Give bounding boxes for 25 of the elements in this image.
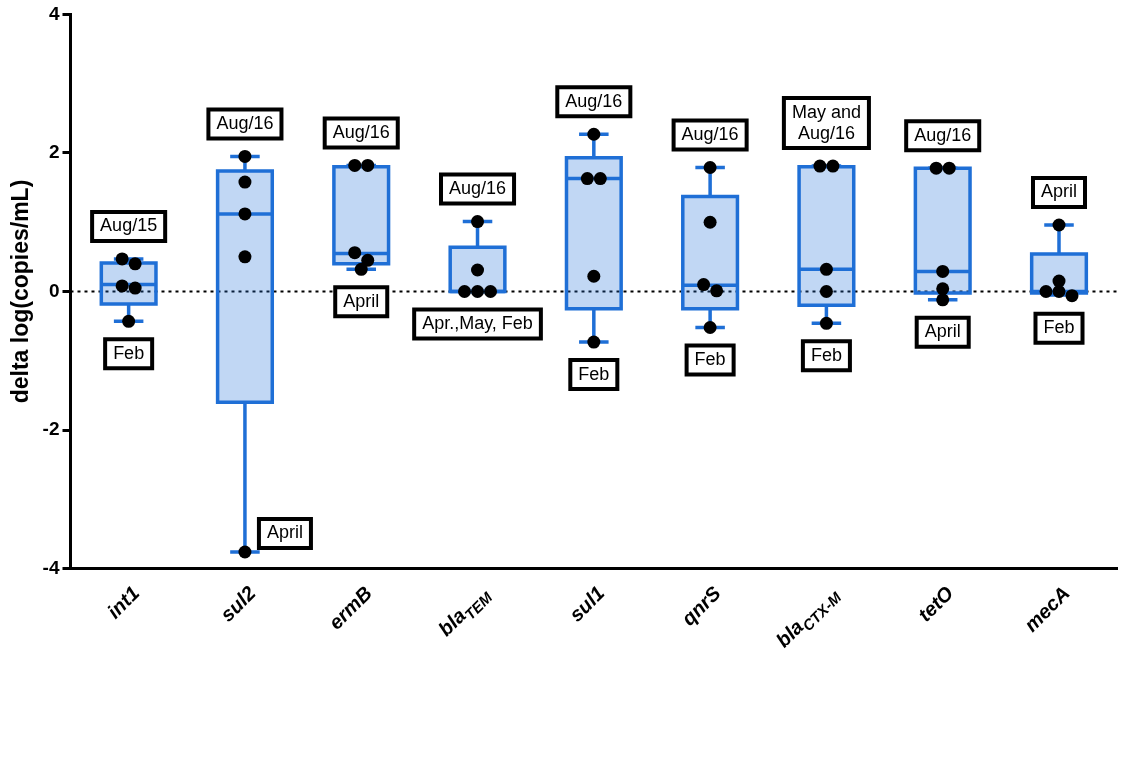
annotation: Aug/16 xyxy=(448,178,507,198)
annotation: Aug/16 xyxy=(216,112,274,133)
annotation: Feb xyxy=(578,363,610,384)
annotation: Feb xyxy=(1043,317,1075,338)
annotation: May and Aug/16 xyxy=(791,101,861,143)
y-axis-title: delta log(copies/mL) xyxy=(7,179,34,404)
annotation: Feb xyxy=(113,342,145,363)
annotation: Aug/15 xyxy=(100,215,158,236)
x-tick-label: int1 xyxy=(102,581,144,623)
annotation: Apr.,May, Feb xyxy=(422,312,533,333)
y-tick-label: 2 xyxy=(48,141,60,163)
annotation: Aug/16 xyxy=(914,124,972,145)
annotation: April xyxy=(1040,181,1078,202)
annotation: Feb xyxy=(810,344,842,365)
annotation: April xyxy=(266,522,303,543)
y-tick-label: 0 xyxy=(48,279,60,301)
y-tick-label: -2 xyxy=(42,418,60,440)
annotation: Feb xyxy=(694,348,726,369)
annotation: Aug/16 xyxy=(681,123,739,144)
annotation: April xyxy=(343,290,380,311)
y-tick-label: -4 xyxy=(42,556,60,578)
annotation: April xyxy=(924,321,961,342)
annotation: Aug/16 xyxy=(332,121,390,142)
y-tick-label: 4 xyxy=(48,2,60,24)
annotation: Aug/16 xyxy=(565,90,623,111)
